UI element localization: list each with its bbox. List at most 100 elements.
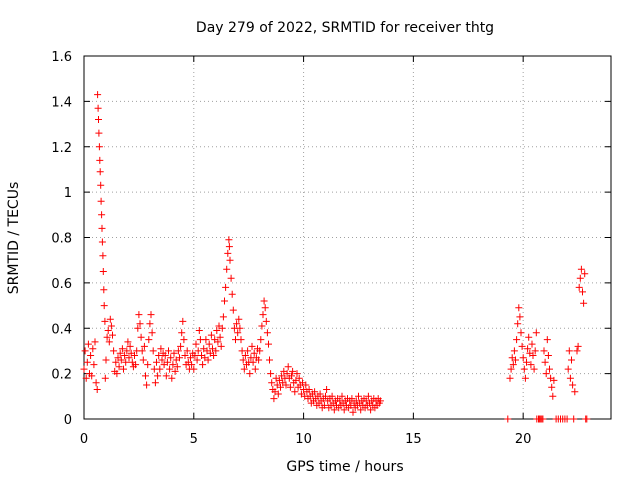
data-point xyxy=(229,306,237,314)
data-point xyxy=(573,347,581,355)
data-point xyxy=(122,358,130,366)
data-point xyxy=(540,347,548,355)
data-point xyxy=(512,356,519,364)
data-point xyxy=(357,406,365,414)
data-point xyxy=(517,329,525,337)
data-point xyxy=(261,304,269,312)
data-point xyxy=(179,317,187,325)
data-point xyxy=(191,352,199,359)
data-point xyxy=(509,361,517,369)
y-tick-label: 0.8 xyxy=(51,232,72,247)
data-point xyxy=(569,381,577,389)
data-point xyxy=(190,365,198,373)
data-point xyxy=(94,91,102,99)
data-point xyxy=(524,345,532,353)
x-tick-label: 0 xyxy=(80,432,88,447)
data-point xyxy=(204,356,212,364)
data-point xyxy=(180,336,188,344)
data-point xyxy=(139,356,147,364)
data-point xyxy=(330,406,338,414)
data-point xyxy=(131,352,138,359)
data-point xyxy=(99,268,107,275)
data-point xyxy=(214,338,222,346)
data-point xyxy=(207,331,215,339)
data-point xyxy=(523,358,530,366)
data-point xyxy=(519,354,527,362)
data-point xyxy=(544,352,552,359)
data-point xyxy=(249,358,257,366)
data-point xyxy=(549,392,557,400)
data-point xyxy=(102,356,110,364)
data-point xyxy=(282,381,290,389)
data-point xyxy=(183,347,191,355)
data-point xyxy=(250,349,258,357)
data-point xyxy=(322,392,329,400)
data-point xyxy=(106,315,114,323)
data-point xyxy=(216,333,224,341)
data-point xyxy=(155,352,163,359)
y-tick-label: 1.4 xyxy=(51,95,72,110)
data-point xyxy=(194,347,202,355)
data-point xyxy=(546,365,553,373)
data-point xyxy=(92,379,100,387)
data-point xyxy=(525,333,533,341)
data-point xyxy=(147,311,155,319)
data-point xyxy=(195,327,203,334)
data-point xyxy=(166,365,174,373)
data-point xyxy=(266,356,273,364)
data-point xyxy=(115,363,123,371)
data-point xyxy=(223,265,231,273)
data-point xyxy=(134,324,142,332)
data-point xyxy=(355,392,362,400)
data-point xyxy=(305,386,313,393)
data-point xyxy=(289,367,297,375)
data-point xyxy=(516,313,524,321)
data-point xyxy=(96,168,104,176)
data-point xyxy=(320,401,328,409)
data-point xyxy=(581,270,589,278)
data-point xyxy=(506,374,514,382)
data-point xyxy=(260,297,268,305)
data-point xyxy=(101,374,109,382)
data-point xyxy=(87,352,95,359)
data-point xyxy=(270,395,278,403)
data-point xyxy=(564,365,572,373)
data-point xyxy=(302,381,310,389)
data-point xyxy=(226,256,234,264)
data-point xyxy=(151,379,159,387)
data-point xyxy=(137,333,145,341)
data-point xyxy=(177,342,185,350)
data-point xyxy=(161,352,169,359)
data-point xyxy=(163,358,171,366)
y-tick-label: 0.2 xyxy=(51,368,72,383)
data-point xyxy=(267,370,275,378)
data-point xyxy=(170,349,178,357)
data-point xyxy=(256,347,264,355)
x-tick-label: 20 xyxy=(515,432,532,447)
data-point xyxy=(91,338,99,346)
data-point xyxy=(514,320,522,328)
data-point xyxy=(542,370,550,378)
grid xyxy=(84,56,611,419)
data-point xyxy=(132,361,140,369)
data-point xyxy=(515,304,523,312)
x-tick-label: 10 xyxy=(295,432,312,447)
data-point xyxy=(295,374,303,382)
data-point xyxy=(539,415,547,423)
data-point xyxy=(149,347,157,355)
data-point xyxy=(532,329,540,337)
data-point xyxy=(120,365,127,373)
data-point xyxy=(90,361,98,369)
data-point xyxy=(135,311,143,319)
data-point xyxy=(100,286,108,294)
data-point xyxy=(248,342,256,350)
data-point xyxy=(199,361,207,369)
data-point xyxy=(225,243,233,251)
data-point xyxy=(165,347,172,355)
data-point xyxy=(338,392,346,400)
data-point xyxy=(169,361,177,369)
data-point xyxy=(228,290,236,298)
data-point xyxy=(530,365,538,373)
data-point xyxy=(145,336,153,344)
